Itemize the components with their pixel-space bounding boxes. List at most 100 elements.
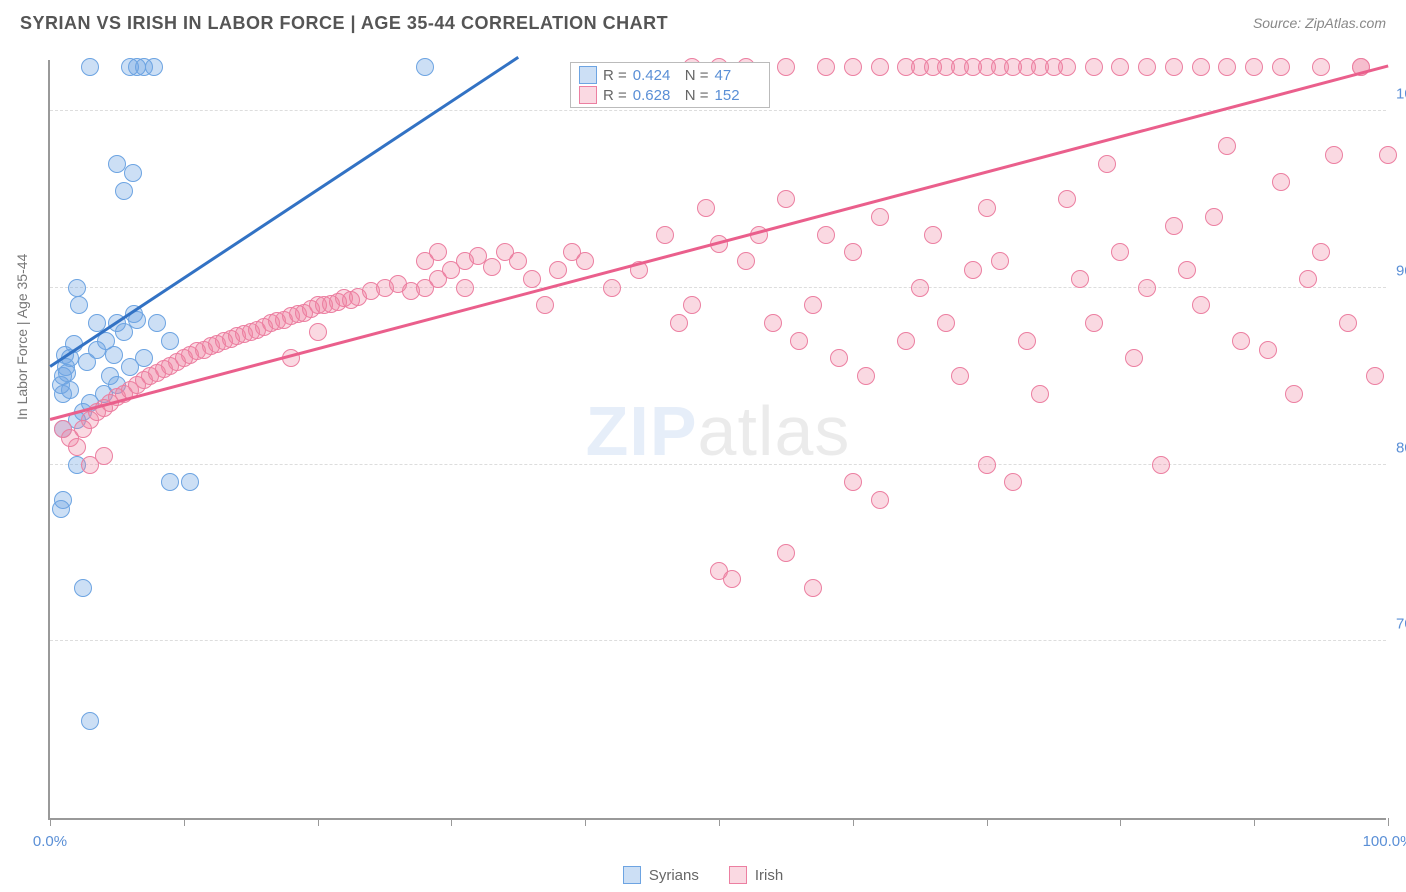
xtick-mark	[50, 818, 51, 826]
scatter-point	[1312, 58, 1330, 76]
scatter-point	[1285, 385, 1303, 403]
xtick-label: 100.0%	[1363, 833, 1406, 850]
legend-row: R =0.628N =152	[579, 85, 761, 105]
legend-r-value: 0.628	[633, 87, 679, 104]
gridline-h	[50, 464, 1386, 465]
scatter-point	[549, 261, 567, 279]
scatter-point	[1071, 270, 1089, 288]
scatter-point	[1339, 314, 1357, 332]
scatter-point	[1379, 146, 1397, 164]
scatter-point	[1165, 217, 1183, 235]
scatter-point	[683, 296, 701, 314]
xtick-mark	[719, 818, 720, 826]
scatter-point	[52, 500, 70, 518]
scatter-point	[1125, 349, 1143, 367]
scatter-point	[723, 570, 741, 588]
scatter-point	[1058, 58, 1076, 76]
scatter-point	[523, 270, 541, 288]
scatter-point	[964, 261, 982, 279]
legend-n-value: 152	[715, 87, 761, 104]
scatter-point	[61, 381, 79, 399]
scatter-point	[1138, 279, 1156, 297]
xtick-mark	[585, 818, 586, 826]
scatter-point	[804, 296, 822, 314]
scatter-point	[429, 243, 447, 261]
gridline-h	[50, 640, 1386, 641]
scatter-point	[777, 544, 795, 562]
scatter-point	[1259, 341, 1277, 359]
scatter-point	[857, 367, 875, 385]
scatter-point	[670, 314, 688, 332]
xtick-mark	[853, 818, 854, 826]
scatter-point	[145, 58, 163, 76]
scatter-point	[1205, 208, 1223, 226]
scatter-point	[817, 58, 835, 76]
correlation-legend: R =0.424N = 47R =0.628N =152	[570, 62, 770, 108]
scatter-point	[978, 456, 996, 474]
xtick-mark	[1254, 818, 1255, 826]
legend-n-label: N =	[685, 87, 709, 104]
scatter-point	[1058, 190, 1076, 208]
scatter-point	[1178, 261, 1196, 279]
legend-item: Irish	[729, 866, 783, 884]
xtick-mark	[318, 818, 319, 826]
xtick-mark	[184, 818, 185, 826]
scatter-point	[181, 473, 199, 491]
chart-header: SYRIAN VS IRISH IN LABOR FORCE | AGE 35-…	[0, 0, 1406, 44]
legend-item: Syrians	[623, 866, 699, 884]
scatter-point	[844, 243, 862, 261]
scatter-point	[1312, 243, 1330, 261]
scatter-point	[78, 353, 96, 371]
scatter-point	[871, 58, 889, 76]
scatter-point	[1098, 155, 1116, 173]
scatter-point	[1018, 332, 1036, 350]
ytick-label: 90.0%	[1396, 262, 1406, 279]
scatter-point	[1031, 58, 1049, 76]
legend-swatch	[729, 866, 747, 884]
scatter-point	[161, 332, 179, 350]
scatter-point	[70, 296, 88, 314]
scatter-point	[1218, 137, 1236, 155]
scatter-point	[871, 208, 889, 226]
scatter-point	[115, 182, 133, 200]
scatter-point	[115, 323, 133, 341]
scatter-point	[509, 252, 527, 270]
scatter-point	[1325, 146, 1343, 164]
legend-label: Syrians	[649, 867, 699, 884]
scatter-point	[95, 447, 113, 465]
scatter-point	[68, 279, 86, 297]
scatter-point	[1165, 58, 1183, 76]
scatter-point	[483, 258, 501, 276]
ytick-label: 80.0%	[1396, 439, 1406, 456]
legend-r-value: 0.424	[633, 67, 679, 84]
legend-row: R =0.424N = 47	[579, 65, 761, 85]
scatter-point	[309, 323, 327, 341]
scatter-point	[790, 332, 808, 350]
chart-plot-area: R =0.424N = 47R =0.628N =152 ZIPatlas 70…	[48, 60, 1386, 820]
scatter-point	[1299, 270, 1317, 288]
scatter-point	[817, 226, 835, 244]
legend-swatch	[623, 866, 641, 884]
scatter-point	[991, 252, 1009, 270]
scatter-point	[416, 58, 434, 76]
scatter-point	[1232, 332, 1250, 350]
scatter-point	[897, 332, 915, 350]
watermark-zip: ZIP	[586, 392, 698, 470]
scatter-point	[697, 199, 715, 217]
legend-label: Irish	[755, 867, 783, 884]
legend-n-value: 47	[715, 67, 761, 84]
scatter-point	[764, 314, 782, 332]
watermark-atlas: atlas	[698, 392, 851, 470]
scatter-point	[804, 579, 822, 597]
scatter-point	[1366, 367, 1384, 385]
xtick-label: 0.0%	[33, 833, 67, 850]
watermark: ZIPatlas	[586, 391, 851, 471]
scatter-point	[1004, 473, 1022, 491]
scatter-point	[1192, 296, 1210, 314]
scatter-point	[1031, 385, 1049, 403]
scatter-point	[1085, 58, 1103, 76]
scatter-point	[81, 58, 99, 76]
scatter-point	[1192, 58, 1210, 76]
scatter-point	[737, 252, 755, 270]
scatter-point	[161, 473, 179, 491]
